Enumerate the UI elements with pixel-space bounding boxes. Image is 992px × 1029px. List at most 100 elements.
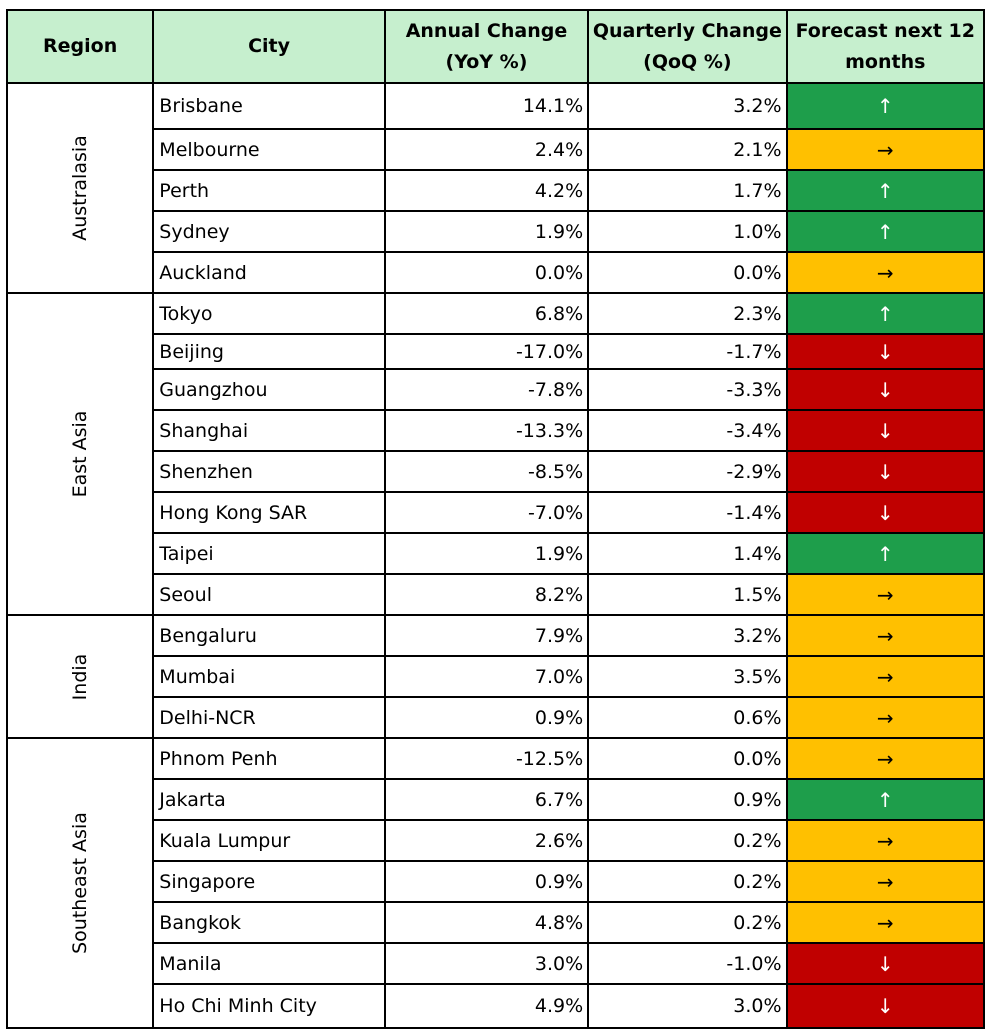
annual-change-cell: 1.9% — [383, 210, 590, 253]
arrow-up-icon: ↑ — [876, 178, 894, 203]
annual-change-cell: 4.2% — [383, 169, 590, 212]
table-row: Delhi-NCR 0.9% 0.6% → — [7, 696, 986, 739]
city-cell: Shenzhen — [152, 450, 386, 493]
table-row: Hong Kong SAR -7.0% -1.4% ↓ — [7, 491, 986, 534]
arrow-up-icon: ↑ — [876, 94, 894, 118]
forecast-cell: ↑ — [785, 82, 986, 130]
table-row: Sydney 1.9% 1.0% ↑ — [7, 210, 986, 253]
quarterly-change-cell: 3.0% — [587, 983, 788, 1029]
table-row: Shanghai -13.3% -3.4% ↓ — [7, 409, 986, 452]
forecast-cell: → — [785, 655, 986, 698]
header-region: Region — [5, 9, 155, 84]
header-city: City — [152, 9, 386, 84]
quarterly-change-cell: 0.0% — [587, 737, 788, 780]
table-row: Jakarta 6.7% 0.9% ↑ — [7, 778, 986, 821]
forecast-cell: → — [785, 614, 986, 657]
table-row: Auckland 0.0% 0.0% → — [7, 251, 986, 294]
forecast-cell: ↑ — [785, 210, 986, 253]
quarterly-change-cell: 1.4% — [587, 532, 788, 575]
region-cell: India — [5, 614, 155, 739]
quarterly-change-cell: -3.3% — [587, 368, 788, 411]
city-cell: Bangkok — [152, 901, 386, 944]
city-cell: Guangzhou — [152, 368, 386, 411]
annual-change-cell: -7.0% — [383, 491, 590, 534]
quarterly-change-cell: -1.0% — [587, 942, 788, 985]
city-cell: Melbourne — [152, 128, 386, 171]
arrow-right-icon: → — [876, 869, 894, 894]
arrow-down-icon: ↓ — [876, 339, 894, 364]
arrow-right-icon: → — [876, 705, 894, 730]
region-label: East Asia — [69, 410, 92, 498]
quarterly-change-cell: 3.2% — [587, 82, 788, 130]
quarterly-change-cell: -2.9% — [587, 450, 788, 493]
arrow-down-icon: ↓ — [876, 951, 894, 976]
forecast-cell: → — [785, 819, 986, 862]
table-row: Ho Chi Minh City 4.9% 3.0% ↓ — [7, 983, 986, 1029]
arrow-right-icon: → — [876, 828, 894, 853]
table-row: Melbourne 2.4% 2.1% → — [7, 128, 986, 171]
arrow-down-icon: ↓ — [876, 377, 894, 402]
table-row: Guangzhou -7.8% -3.3% ↓ — [7, 368, 986, 411]
region-cell: East Asia — [5, 292, 155, 616]
quarterly-change-cell: 3.2% — [587, 614, 788, 657]
market-table: Region City Annual Change (YoY %) Quarte… — [5, 9, 986, 1029]
table-row: Kuala Lumpur 2.6% 0.2% → — [7, 819, 986, 862]
table-row: East Asia Tokyo 6.8% 2.3% ↑ — [5, 292, 986, 616]
table-row: Singapore 0.9% 0.2% → — [7, 860, 986, 903]
city-cell: Ho Chi Minh City — [152, 983, 386, 1029]
table-row: Southeast Asia Phnom Penh -12.5% 0.0% → — [5, 737, 986, 1029]
forecast-cell: → — [785, 860, 986, 903]
forecast-cell: ↓ — [785, 942, 986, 985]
annual-change-cell: 3.0% — [383, 942, 590, 985]
quarterly-change-cell: 2.3% — [587, 292, 788, 335]
table-row: Perth 4.2% 1.7% ↑ — [7, 169, 986, 212]
forecast-cell: → — [785, 128, 986, 171]
arrow-up-icon: ↑ — [876, 301, 894, 326]
annual-change-cell: -17.0% — [383, 333, 590, 370]
forecast-cell: ↑ — [785, 532, 986, 575]
arrow-right-icon: → — [876, 746, 894, 771]
quarterly-change-cell: 3.5% — [587, 655, 788, 698]
table-row: Manila 3.0% -1.0% ↓ — [7, 942, 986, 985]
city-cell: Mumbai — [152, 655, 386, 698]
annual-change-cell: -7.8% — [383, 368, 590, 411]
table-row: India Bengaluru 7.9% 3.2% → — [5, 614, 986, 739]
city-cell: Beijing — [152, 333, 386, 370]
forecast-cell: → — [785, 573, 986, 616]
city-cell: Seoul — [152, 573, 386, 616]
forecast-cell: ↓ — [785, 333, 986, 370]
annual-change-cell: 2.6% — [383, 819, 590, 862]
region-cell: Australasia — [5, 82, 155, 294]
quarterly-change-cell: -1.4% — [587, 491, 788, 534]
header-annual-change: Annual Change (YoY %) — [383, 9, 590, 84]
quarterly-change-cell: -1.7% — [587, 333, 788, 370]
table-row: Beijing -17.0% -1.7% ↓ — [7, 333, 986, 370]
quarterly-change-cell: 0.2% — [587, 819, 788, 862]
quarterly-change-cell: 0.0% — [587, 251, 788, 294]
annual-change-cell: 2.4% — [383, 128, 590, 171]
city-cell: Jakarta — [152, 778, 386, 821]
forecast-cell: ↓ — [785, 450, 986, 493]
annual-change-cell: 4.8% — [383, 901, 590, 944]
arrow-right-icon: → — [876, 137, 894, 162]
forecast-cell: ↑ — [785, 292, 986, 335]
forecast-cell: ↓ — [785, 368, 986, 411]
city-cell: Delhi-NCR — [152, 696, 386, 739]
annual-change-cell: -8.5% — [383, 450, 590, 493]
city-cell: Phnom Penh — [152, 737, 386, 780]
table-row: Australasia Brisbane 14.1% 3.2% ↑ — [5, 82, 986, 294]
arrow-down-icon: ↓ — [876, 994, 894, 1018]
table-body: Australasia Brisbane 14.1% 3.2% ↑ Melbourne 2.… — [5, 82, 986, 1029]
city-cell: Auckland — [152, 251, 386, 294]
forecast-cell: → — [785, 901, 986, 944]
annual-change-cell: 8.2% — [383, 573, 590, 616]
city-cell: Tokyo — [152, 292, 386, 335]
city-cell: Brisbane — [152, 82, 386, 130]
annual-change-cell: 6.7% — [383, 778, 590, 821]
forecast-cell: ↑ — [785, 169, 986, 212]
table-row: Mumbai 7.0% 3.5% → — [7, 655, 986, 698]
forecast-cell: → — [785, 696, 986, 739]
forecast-cell: ↑ — [785, 778, 986, 821]
quarterly-change-cell: 0.6% — [587, 696, 788, 739]
city-cell: Bengaluru — [152, 614, 386, 657]
